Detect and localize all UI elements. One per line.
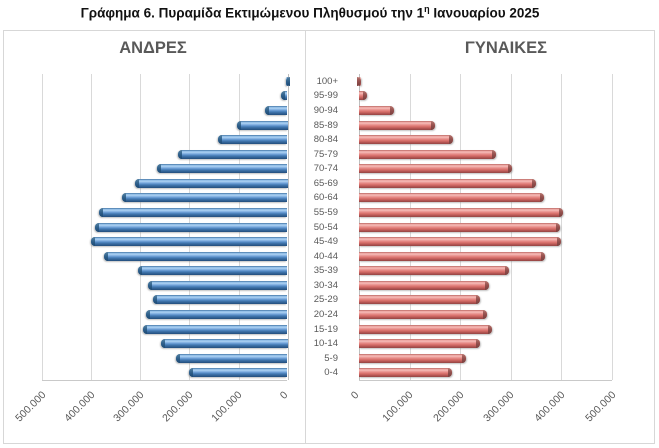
women-bar-75-79	[359, 149, 496, 159]
women-bar-0-4	[359, 368, 453, 378]
women-bar-80-84	[359, 135, 454, 145]
women-bar-70-74	[359, 164, 512, 174]
age-label-60-64: 60-64	[313, 192, 338, 204]
age-label-85-89: 85-89	[313, 119, 338, 131]
age-label-40-44: 40-44	[313, 250, 338, 262]
men-bar-20-24	[146, 309, 288, 319]
women-bar-65-69	[359, 178, 536, 188]
women-bar-90-94	[359, 105, 395, 115]
chart-title: Γράφημα 6. Πυραμίδα Εκτιμώμενου Πληθυσμο…	[0, 4, 620, 21]
age-label-80-84: 80-84	[313, 134, 338, 146]
women-bar-30-34	[359, 280, 489, 290]
age-label-100+: 100+	[316, 75, 338, 87]
age-label-10-14: 10-14	[313, 338, 338, 350]
men-bar-50-54	[95, 222, 288, 232]
men-category-axis-line	[42, 380, 288, 381]
men-bar-5-9	[175, 353, 288, 363]
men-bar-0-4	[189, 368, 288, 378]
women-bar-15-19	[359, 324, 492, 334]
title-text-after: Ιανουαρίου 2025	[429, 5, 540, 21]
age-label-65-69: 65-69	[313, 177, 338, 189]
age-label-0-4: 0-4	[324, 367, 338, 379]
men-bar-45-49	[91, 237, 288, 247]
men-value-axis-line	[287, 74, 289, 380]
age-label-30-34: 30-34	[313, 279, 338, 291]
men-bar-30-34	[148, 280, 288, 290]
men-bar-40-44	[104, 251, 288, 261]
women-bar-55-59	[359, 207, 564, 217]
title-text-before: Γράφημα 6. Πυραμίδα Εκτιμώμενου Πληθυσμο…	[80, 5, 425, 21]
age-label-50-54: 50-54	[313, 221, 338, 233]
women-gridline	[561, 74, 563, 380]
women-bar-5-9	[359, 353, 467, 363]
age-label-95-99: 95-99	[313, 90, 338, 102]
women-bar-100+	[357, 76, 361, 86]
men-bar-100+	[285, 76, 290, 86]
men-bar-95-99	[280, 91, 288, 101]
men-bar-85-89	[237, 120, 288, 130]
age-label-15-19: 15-19	[313, 323, 338, 335]
age-label-70-74: 70-74	[313, 163, 338, 175]
men-bar-75-79	[178, 149, 288, 159]
women-bar-35-39	[359, 266, 509, 276]
men-bar-90-94	[264, 105, 288, 115]
men-bar-80-84	[218, 135, 288, 145]
age-label-45-49: 45-49	[313, 236, 338, 248]
men-bar-35-39	[137, 266, 288, 276]
women-gridline	[612, 74, 613, 380]
men-panel-title: ΑΝΔΡΕΣ	[119, 39, 187, 57]
men-bar-10-14	[161, 339, 288, 349]
women-bar-60-64	[359, 193, 545, 203]
men-bar-70-74	[157, 164, 288, 174]
men-bar-15-19	[142, 324, 288, 334]
age-label-55-59: 55-59	[313, 206, 338, 218]
women-panel-title: ΓΥΝΑΙΚΕΣ	[464, 39, 548, 57]
women-bar-85-89	[359, 120, 435, 130]
men-gridline	[91, 74, 93, 380]
women-bar-25-29	[359, 295, 480, 305]
men-bar-55-59	[99, 207, 288, 217]
women-bar-95-99	[359, 91, 367, 101]
age-label-90-94: 90-94	[313, 104, 338, 116]
men-bar-65-69	[134, 178, 288, 188]
women-bar-10-14	[359, 339, 480, 349]
women-bar-50-54	[359, 222, 560, 232]
women-bar-45-49	[359, 237, 561, 247]
men-bar-25-29	[153, 295, 288, 305]
age-label-75-79: 75-79	[313, 148, 338, 160]
age-label-5-9: 5-9	[324, 352, 338, 364]
women-bar-40-44	[359, 251, 546, 261]
age-label-20-24: 20-24	[313, 308, 338, 320]
men-gridline	[42, 74, 44, 380]
men-bar-60-64	[122, 193, 288, 203]
age-label-35-39: 35-39	[313, 265, 338, 277]
women-category-axis-line	[359, 380, 612, 381]
age-label-25-29: 25-29	[313, 294, 338, 306]
women-bar-20-24	[359, 309, 487, 319]
title-superscript: η	[424, 4, 430, 14]
